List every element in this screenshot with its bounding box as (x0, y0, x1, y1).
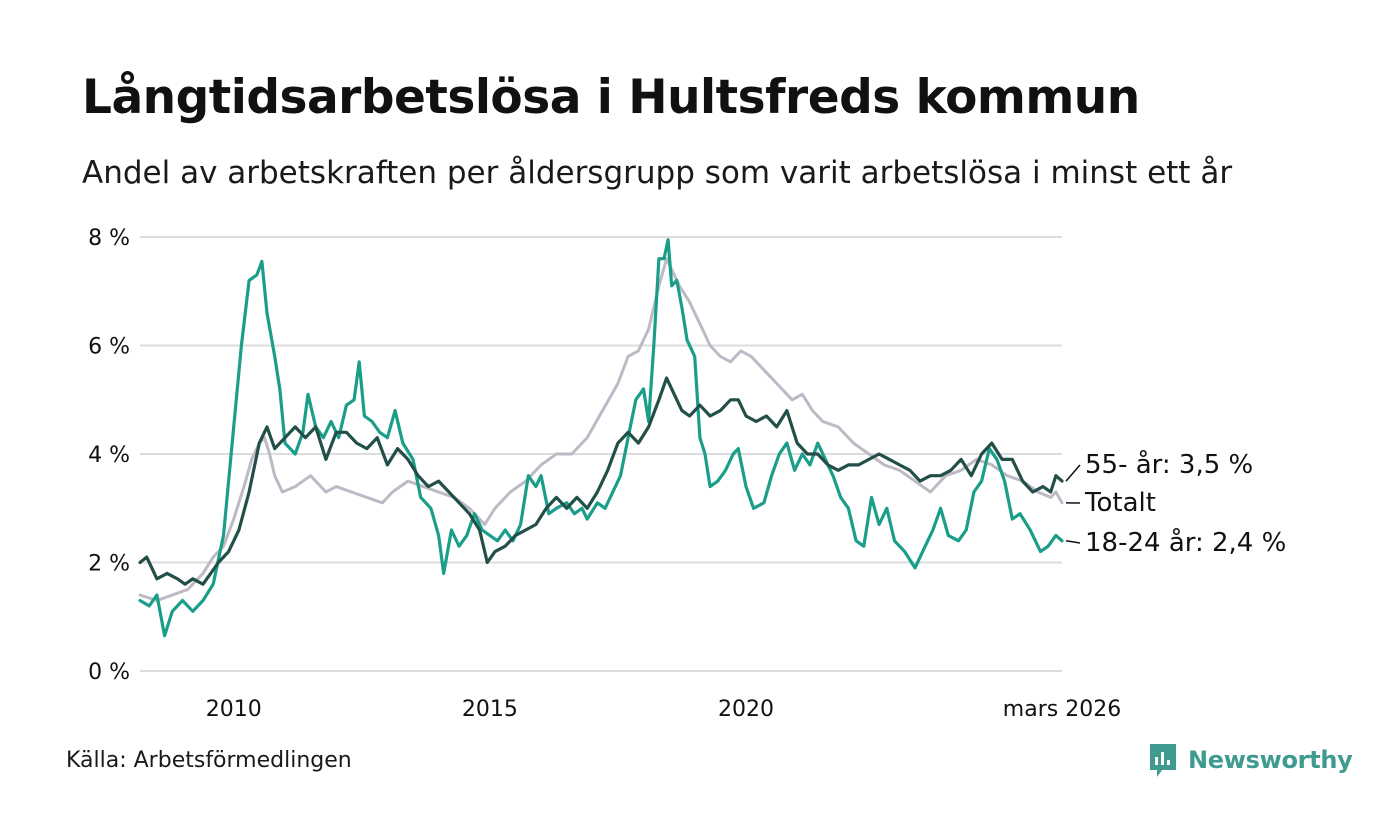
x-axis-ticks: 2010 2015 2020 mars 2026 (206, 697, 1121, 722)
y-axis-ticks: 0 % 2 % 4 % 6 % 8 % (88, 226, 130, 685)
chart-subtitle: Andel av arbetskraften per åldersgrupp s… (82, 155, 1233, 191)
series-label-leader (1065, 540, 1081, 544)
y-tick-label: 6 % (88, 335, 130, 360)
series-label: 55- år: 3,5 % (1085, 449, 1253, 480)
y-tick-label: 2 % (88, 552, 130, 577)
brand-logo[interactable]: Newsworthy (1148, 742, 1353, 778)
series-line-55-r (138, 376, 1064, 586)
series-label: Totalt (1084, 488, 1156, 518)
chart-title: Långtidsarbetslösa i Hultsfreds kommun (82, 70, 1140, 125)
source-note: Källa: Arbetsförmedlingen (66, 748, 352, 773)
series-label-leader (1065, 464, 1081, 482)
brand-name: Newsworthy (1188, 746, 1353, 774)
series-lines (138, 238, 1064, 638)
series-line-totalt (138, 257, 1064, 602)
y-tick-label: 0 % (88, 660, 130, 685)
x-tick-label: mars 2026 (1003, 697, 1121, 722)
x-tick-label: 2015 (462, 697, 518, 722)
x-tick-label: 2010 (206, 697, 262, 722)
y-tick-label: 8 % (88, 226, 130, 251)
y-tick-label: 4 % (88, 443, 130, 468)
newsworthy-logo-icon (1150, 744, 1176, 777)
series-line-18-24-r (138, 238, 1064, 638)
gridlines (140, 236, 1062, 672)
series-label: 18-24 år: 2,4 % (1085, 527, 1286, 558)
series-labels: Totalt 18-24 år: 2,4 % 55- år: 3,5 % (1065, 449, 1286, 558)
x-tick-label: 2020 (718, 697, 774, 722)
line-chart: 0 % 2 % 4 % 6 % 8 % 2010 2015 2020 mars 2026 To… (88, 226, 1286, 722)
